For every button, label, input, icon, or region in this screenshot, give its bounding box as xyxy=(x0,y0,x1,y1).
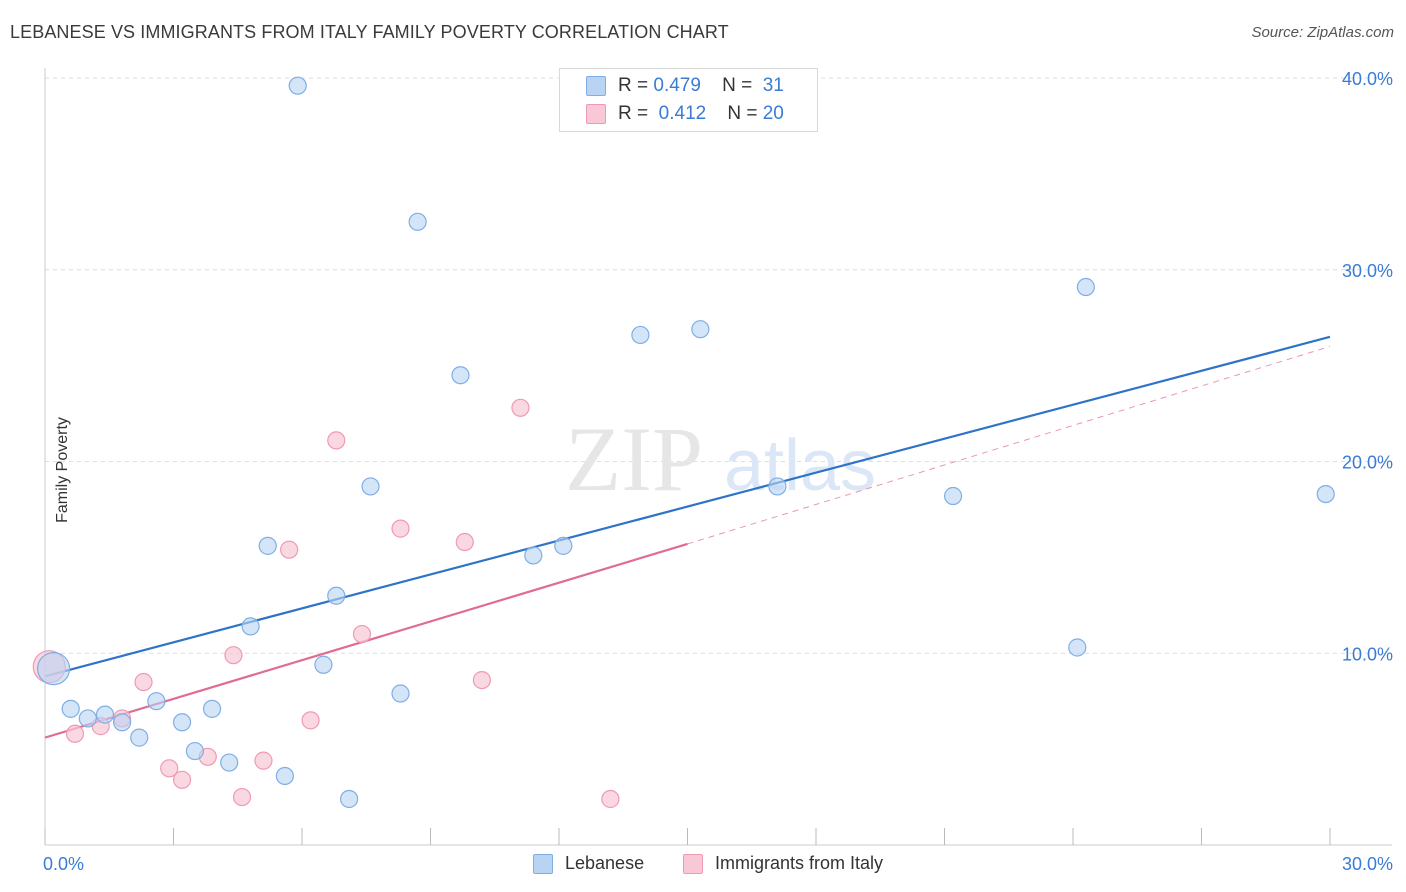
axes xyxy=(44,68,1392,846)
legend-swatch-pink xyxy=(586,104,606,124)
point-lebanese xyxy=(241,617,260,636)
point-italy xyxy=(352,624,372,644)
y-axis-label: Family Poverty xyxy=(53,417,71,523)
point-lebanese xyxy=(130,728,149,747)
bottom-legend-italy: Immigrants from Italy xyxy=(683,853,883,874)
gridlines xyxy=(45,77,1392,654)
point-lebanese xyxy=(36,651,71,686)
point-italy xyxy=(232,787,252,807)
y-tick-label: 10.0% xyxy=(1342,644,1393,664)
point-lebanese xyxy=(408,212,427,231)
legend-n-label: N = xyxy=(727,103,758,124)
chart-title: LEBANESE VS IMMIGRANTS FROM ITALY FAMILY… xyxy=(10,22,729,42)
point-italy xyxy=(160,759,179,778)
point-italy xyxy=(455,532,474,552)
point-lebanese xyxy=(327,586,346,605)
point-lebanese xyxy=(172,713,192,732)
legend-r-value: 0.479 xyxy=(653,75,701,96)
legend-swatch-blue xyxy=(586,76,606,96)
legend-label-lebanese: Lebanese xyxy=(565,853,645,873)
legend-n-value: 31 xyxy=(762,75,784,96)
point-italy xyxy=(601,789,620,809)
point-lebanese xyxy=(258,536,277,555)
point-lebanese xyxy=(631,325,650,345)
point-italy xyxy=(224,646,243,665)
point-lebanese xyxy=(220,753,239,772)
point-lebanese xyxy=(1068,638,1087,657)
y-tick-label: 20.0% xyxy=(1342,453,1393,473)
point-lebanese xyxy=(524,546,543,565)
x-tick-label: 0.0% xyxy=(43,854,84,874)
legend-r-value: 0.412 xyxy=(658,103,707,124)
point-lebanese xyxy=(1316,484,1335,504)
point-lebanese xyxy=(361,477,380,496)
point-lebanese xyxy=(314,655,333,674)
point-lebanese xyxy=(391,684,410,703)
point-lebanese xyxy=(112,713,132,732)
point-italy xyxy=(254,751,273,770)
x-tick-label: 30.0% xyxy=(1342,854,1393,874)
source-label: Source: ZipAtlas.com xyxy=(1251,24,1394,41)
trend-line-italy-extension xyxy=(687,345,1331,545)
point-lebanese xyxy=(95,705,115,724)
y-tick-label: 30.0% xyxy=(1342,261,1393,281)
point-italy xyxy=(280,540,299,559)
point-italy xyxy=(327,431,346,450)
point-lebanese xyxy=(61,699,80,718)
point-italy xyxy=(134,672,153,692)
point-italy xyxy=(391,519,410,538)
trend-lines xyxy=(44,335,1331,739)
bottom-legend-lebanese: Lebanese xyxy=(533,853,644,874)
legend-r-label: R = xyxy=(618,103,649,124)
y-tick-label: 40.0% xyxy=(1342,69,1393,89)
legend-n-label: N = xyxy=(722,75,753,96)
point-lebanese xyxy=(147,692,166,711)
point-lebanese xyxy=(340,789,359,809)
stats-legend: R = 0.479 N = 31 R = 0.412 N = 20 xyxy=(559,68,818,132)
legend-n-value: 20 xyxy=(762,103,784,124)
point-lebanese xyxy=(185,741,205,761)
point-lebanese xyxy=(275,766,294,786)
point-lebanese xyxy=(943,486,963,506)
legend-label-italy: Immigrants from Italy xyxy=(715,853,884,873)
trend-line-lebanese xyxy=(44,335,1331,678)
point-lebanese xyxy=(691,320,710,339)
legend-row-italy: R = 0.412 N = 20 xyxy=(586,102,784,126)
point-lebanese xyxy=(554,536,573,555)
legend-r-label: R = xyxy=(618,75,649,96)
legend-swatch-pink xyxy=(683,853,703,874)
point-italy xyxy=(172,770,192,789)
point-lebanese xyxy=(768,477,787,496)
legend-swatch-blue xyxy=(533,853,553,874)
data-points xyxy=(32,76,1335,809)
tick-labels: 10.0% 20.0% 30.0% 40.0% 0.0% 30.0% xyxy=(43,69,1393,874)
point-lebanese xyxy=(451,366,470,385)
point-lebanese xyxy=(288,76,307,95)
watermark-atlas: atlas xyxy=(724,426,876,506)
point-lebanese xyxy=(1076,277,1095,297)
point-lebanese xyxy=(202,699,222,718)
point-italy xyxy=(65,724,85,743)
point-lebanese xyxy=(78,709,97,728)
watermark-zip: ZIP xyxy=(565,408,703,510)
point-italy xyxy=(511,398,530,417)
point-italy xyxy=(301,711,320,730)
legend-row-lebanese: R = 0.479 N = 31 xyxy=(586,74,784,98)
point-italy xyxy=(472,670,491,690)
